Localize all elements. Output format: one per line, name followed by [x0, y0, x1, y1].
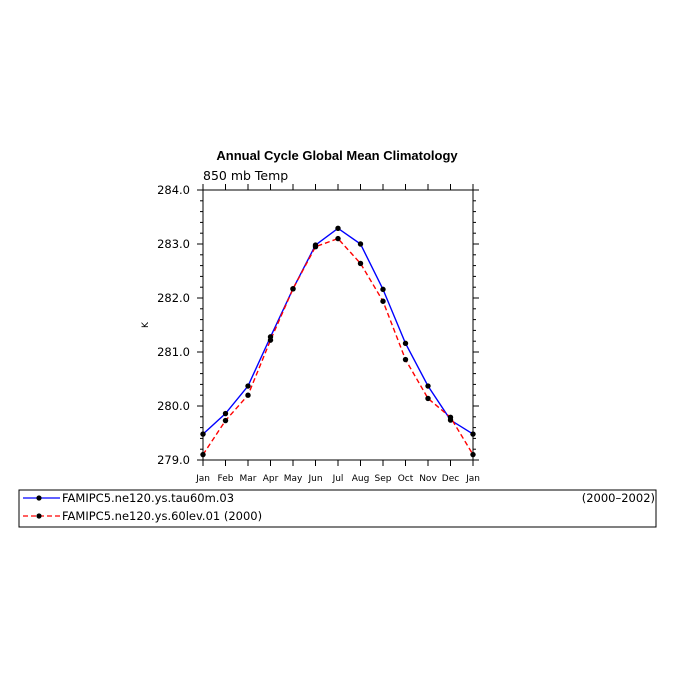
legend-entry-2: FAMIPC5.ne120.ys.60lev.01 (2000): [23, 509, 262, 523]
x-tick-label: Oct: [398, 474, 414, 484]
series-2-point: [222, 417, 229, 424]
series-layer: [200, 225, 476, 458]
x-tick-labels: Jan Feb Mar Apr May Jun Jul Aug Sep Oct Nov Dec Jan: [195, 474, 480, 484]
series-2-point: [402, 356, 409, 363]
x-tick-label: Jan: [195, 474, 210, 484]
chart-subtitle: 850 mb Temp: [203, 168, 288, 183]
legend-marker-1: [36, 495, 42, 501]
series-2-point: [245, 392, 251, 398]
y-tick-label: 281.0: [157, 345, 190, 359]
series-2-point: [335, 235, 341, 242]
y-tick-label: 282.0: [157, 291, 190, 305]
x-tick-label: Nov: [419, 474, 437, 484]
y-tick-label: 279.0: [157, 453, 190, 467]
x-tick-label: May: [284, 474, 303, 484]
x-tick-label: Jan: [465, 474, 480, 484]
y-tick-labels: 279.0 280.0 281.0 282.0 283.0 284.0: [157, 183, 190, 467]
series-1-point: [425, 383, 431, 389]
series-2-point: [290, 286, 296, 292]
series-2-point: [425, 395, 431, 402]
series-2-point: [470, 451, 476, 458]
x-tick-label: Jul: [332, 474, 344, 484]
x-tick-label: Aug: [352, 474, 370, 484]
x-tick-label: Jun: [307, 474, 322, 484]
y-tick-label: 284.0: [157, 183, 190, 197]
x-tick-label: Sep: [375, 474, 392, 484]
legend-label-2: FAMIPC5.ne120.ys.60lev.01 (2000): [62, 509, 262, 523]
series-1-point: [245, 383, 251, 389]
series-1-point: [380, 286, 386, 293]
series-2-point: [200, 451, 206, 458]
x-tick-label: Feb: [218, 474, 234, 484]
x-tick-label: Mar: [240, 474, 257, 484]
y-tick-label: 280.0: [157, 399, 190, 413]
series-line-1: [202, 227, 474, 435]
legend-label-1: FAMIPC5.ne120.ys.tau60m.03: [62, 491, 234, 505]
series-2-point: [357, 260, 364, 267]
legend-entry-1: FAMIPC5.ne120.ys.tau60m.03 (2000–2002): [23, 491, 655, 505]
series-1-point: [222, 410, 229, 417]
series-2-point: [312, 244, 319, 250]
legend-marker-2: [36, 513, 42, 519]
series-1-point: [470, 431, 476, 437]
series-1-point: [200, 431, 206, 437]
series-1-point: [402, 340, 409, 347]
y-tick-label: 283.0: [157, 237, 190, 251]
chart-title: Annual Cycle Global Mean Climatology: [216, 148, 458, 163]
x-tick-label: Dec: [442, 474, 459, 484]
series-line-2: [202, 237, 474, 455]
series-2-point: [447, 414, 454, 421]
legend-box: [18, 489, 657, 528]
axis-ticks: [197, 184, 479, 466]
y-axis-label: K: [141, 321, 151, 328]
series-1-point: [335, 225, 341, 232]
series-2-point: [380, 298, 386, 304]
legend-period-1: (2000–2002): [582, 491, 655, 505]
series-1-point: [357, 241, 364, 247]
x-tick-label: Apr: [263, 474, 279, 484]
series-2-point: [267, 337, 274, 343]
